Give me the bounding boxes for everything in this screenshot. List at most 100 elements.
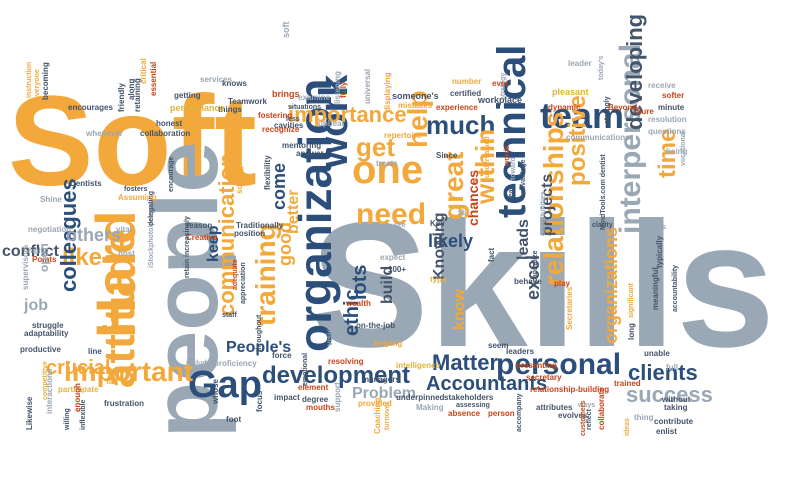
word-opportunities: opportunities — [540, 191, 547, 236]
word-contribute: contribute — [654, 417, 694, 426]
word-job: job — [24, 297, 48, 314]
word-clients: clients — [628, 360, 698, 385]
word-turnover: turnover — [384, 401, 391, 430]
word-everyone: everyone — [34, 69, 41, 100]
word-answer: answer — [296, 149, 324, 158]
word-willing: willing — [64, 408, 71, 430]
word-resolution: resolution — [648, 115, 687, 124]
word-upbeat: upbeat — [318, 119, 345, 128]
word-expect: expect — [380, 253, 406, 262]
word-appreciation: appreciation — [240, 262, 247, 304]
word-displaying: displaying — [383, 72, 392, 112]
word-assessing: assessing — [456, 402, 490, 409]
word-proficiency: proficiency — [214, 359, 257, 368]
word-teamwork: Teamwork — [228, 97, 267, 106]
word-dynamic: dynamic — [548, 103, 581, 112]
word-degree: degree — [302, 395, 329, 404]
word-secretary: secretary — [526, 373, 562, 382]
word-important: important — [64, 356, 194, 387]
word-line: line — [88, 347, 102, 356]
word-reason: reason — [186, 221, 213, 230]
word-taking: taking — [664, 403, 688, 412]
word-see: see — [394, 222, 406, 229]
word-trained: trained — [614, 379, 641, 388]
word-personal: personal — [496, 348, 622, 381]
word-importance: importance — [288, 102, 407, 127]
word-coaching: Coaching — [373, 397, 382, 434]
word-relationship-building: relationship-building — [530, 385, 610, 394]
word-vocational: vocational — [680, 131, 687, 166]
word-wealth: wealth — [346, 299, 371, 308]
word-dentists: Dentists — [70, 179, 102, 188]
word-number: number — [452, 77, 482, 86]
word-frustration: frustration — [104, 399, 144, 408]
word-treats: treats — [376, 159, 398, 168]
word-struggle: struggle — [32, 321, 64, 330]
word-peoples: People's — [226, 339, 292, 356]
word-advantage: advantage — [520, 159, 527, 194]
word-ever: ever — [492, 79, 509, 88]
word-services: services — [200, 75, 233, 84]
word-leader: leader — [568, 59, 592, 68]
word-know: know — [451, 289, 468, 330]
word-emotional: emotional — [302, 352, 309, 386]
word-significant: significant — [628, 282, 635, 318]
word-type: type — [430, 275, 447, 284]
word-cavities: cavities — [274, 121, 304, 130]
word-fact: fact — [487, 247, 496, 262]
word-fosters: fosters — [124, 186, 148, 193]
word-accountability: accountability — [672, 264, 679, 312]
word-critical: critical — [139, 58, 148, 84]
word-recognize: recognize — [262, 125, 300, 134]
word-seem: seem — [488, 341, 509, 350]
word-key: Key — [430, 219, 445, 228]
word-skills: Skills — [310, 185, 776, 384]
word-clarity: clarity — [592, 222, 613, 229]
word-fostering: fostering — [258, 111, 293, 120]
word-becoming: becoming — [41, 62, 50, 100]
word-lots: lots — [349, 264, 371, 300]
word-negotiation: negotiation — [28, 225, 72, 234]
word-assuming: Assuming — [118, 193, 157, 202]
word-since: Since — [436, 151, 458, 160]
word-instruction: instruction — [26, 61, 33, 98]
word-experience: experience — [436, 103, 478, 112]
word-host: host — [118, 249, 135, 258]
word-much: much — [426, 110, 496, 140]
word-acts: acts — [652, 224, 667, 231]
word-include: include — [186, 360, 211, 367]
word-organizations: organizations — [601, 226, 621, 344]
word-whose: whose — [211, 379, 220, 404]
word-get: get — [356, 132, 395, 162]
word-competitive: competitive — [42, 361, 49, 400]
word-questions: questions — [648, 127, 686, 136]
word-adequate: adequate — [232, 259, 239, 290]
word-absence: absence — [448, 409, 481, 418]
word-softer: softer — [662, 91, 685, 100]
word-accountants: Accountants — [426, 373, 548, 395]
word-less: less — [286, 116, 300, 123]
word-open: open — [37, 243, 51, 272]
word-soft-word: soft — [281, 21, 291, 39]
word-reflect: reflect — [586, 408, 593, 430]
word-on-the-job: on-the-job — [356, 321, 396, 330]
word-problem: Problem — [352, 385, 417, 402]
word-getting: getting — [174, 91, 201, 100]
word-certified: certified — [450, 89, 482, 98]
word-solving: solving — [235, 165, 244, 194]
word-universal: universal — [363, 68, 372, 104]
word-situations: situations — [288, 104, 322, 111]
word-undervalued: undervalued — [484, 136, 491, 178]
word-unable: unable — [644, 349, 670, 358]
word-shine: Shine — [40, 195, 62, 204]
word-matter: Matter — [432, 350, 499, 375]
word-success: success — [626, 382, 713, 407]
word-impact: impact — [274, 393, 300, 402]
word-things: things — [218, 105, 242, 114]
word-friendly: friendly — [117, 83, 126, 112]
word-encourage: encourage — [168, 156, 175, 192]
word-crucial: crucial — [46, 357, 111, 379]
word-inflexible: inflexible — [80, 399, 87, 430]
word-performance: performance — [170, 103, 225, 113]
